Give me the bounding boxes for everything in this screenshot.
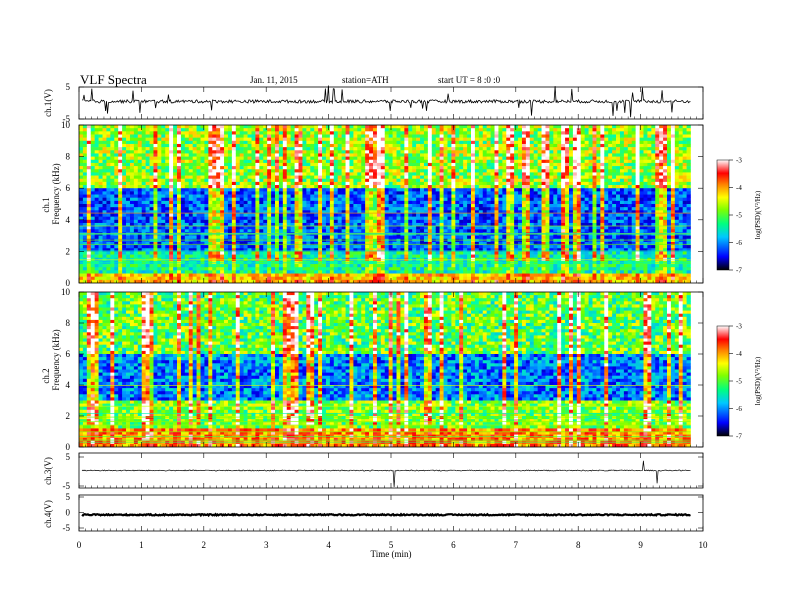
x-tick-label: 9 (638, 540, 643, 550)
x-tick-label: 7 (514, 540, 519, 550)
colorbar-1 (716, 159, 730, 271)
date-label: Jan. 11, 2015 (250, 75, 298, 85)
colorbar-2-label: log(PSD)(V²/Hz) (754, 356, 762, 405)
y-tick-label: 4 (66, 380, 71, 390)
y-tick-label: 8 (66, 152, 71, 162)
x-tick-label: 5 (389, 540, 394, 550)
ch1-waveform-trace (81, 85, 691, 118)
ch3-waveform-trace (81, 460, 691, 488)
y-tick-label: -5 (63, 523, 71, 533)
x-tick-label: 3 (264, 540, 269, 550)
x-tick-label: 8 (576, 540, 581, 550)
colorbar-tick-label: -7 (736, 267, 742, 275)
ch1-waveform-ylabel: ch.1(V) (43, 89, 53, 117)
ch4-waveform-panel (78, 494, 704, 532)
y-tick-label: 0 (66, 278, 71, 288)
y-tick-label: 4 (66, 215, 71, 225)
ch2-spectrogram-panel (79, 292, 703, 447)
ch3-waveform-ylabel: ch.3(V) (43, 457, 53, 485)
x-tick-label: 2 (202, 540, 207, 550)
x-tick-label: 0 (77, 540, 82, 550)
ch1-spectrogram-panel (79, 125, 703, 283)
colorbar-tick-label: -6 (736, 239, 742, 247)
start-ut-label: start UT = 8 :0 :0 (438, 75, 501, 85)
y-tick-label: 10 (61, 120, 71, 130)
colorbar-tick-label: -6 (736, 405, 742, 413)
y-tick-label: -5 (63, 481, 71, 491)
y-tick-label: 5 (66, 492, 71, 502)
y-tick-label: 6 (66, 349, 71, 359)
y-tick-label: 8 (66, 318, 71, 328)
colorbar-tick-label: -5 (736, 378, 742, 386)
chart-title: VLF Spectra (80, 72, 147, 87)
x-axis-label: Time (min) (371, 549, 412, 559)
ch2-spectrogram-ylabel: Frequency (kHz) (51, 329, 61, 390)
colorbar-tick-label: -4 (736, 184, 742, 192)
ch4-waveform-ylabel: ch.4(V) (43, 500, 53, 528)
x-tick-label: 4 (326, 540, 331, 550)
colorbar-2 (716, 325, 730, 437)
colorbar-tick-label: -3 (736, 323, 742, 331)
colorbar-ticks: -3 -4 -5 -6 -7 -3 -4 -5 -6 -7 (729, 157, 742, 441)
y-tick-label: 2 (66, 246, 71, 256)
y-tick-label: 5 (66, 452, 71, 462)
y-tick-label: 0 (66, 508, 71, 518)
y-tick-label: 2 (66, 411, 71, 421)
y-tick-label: -5 (63, 114, 71, 124)
ch1-spectrogram-ylabel: Frequency (kHz) (51, 163, 61, 224)
x-tick-label: 6 (451, 540, 456, 550)
y-tick-label: 6 (66, 183, 71, 193)
colorbar-1-label: log(PSD)(V²/Hz) (754, 190, 762, 239)
x-tick-label: 1 (139, 540, 144, 550)
y-tick-label: 10 (61, 287, 71, 297)
y-tick-label: 5 (66, 82, 71, 92)
ch1-spectrogram-channel-label: ch.1 (41, 197, 51, 212)
ch2-spectrogram-channel-label: ch.2 (41, 368, 51, 383)
colorbar-tick-label: -7 (736, 433, 742, 441)
colorbar-tick-label: -3 (736, 157, 742, 165)
x-tick-label: 10 (699, 540, 709, 550)
station-label: station=ATH (342, 75, 389, 85)
colorbar-tick-label: -5 (736, 212, 742, 220)
ch4-waveform-trace (81, 512, 691, 518)
y-tick-label: 0 (66, 442, 71, 452)
colorbar-tick-label: -4 (736, 350, 742, 358)
